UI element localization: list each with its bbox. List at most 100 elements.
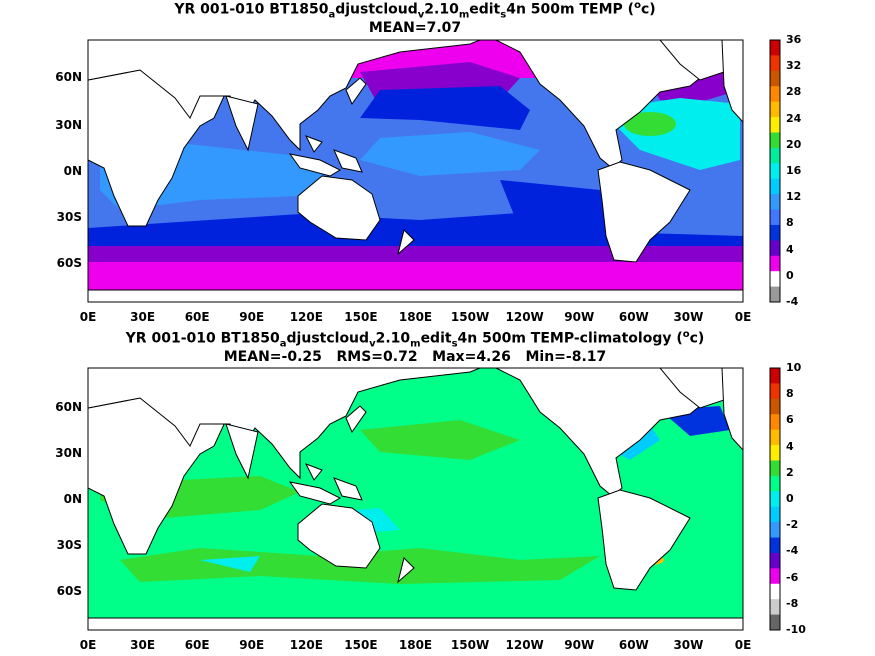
panel2-lon-label: 120W	[505, 638, 544, 652]
colorbar-swatch	[770, 491, 780, 508]
panel1-title-a: YR 001-010 BT1850	[174, 1, 329, 18]
panel1-lon-label: 150W	[450, 310, 490, 324]
colorbar-swatch	[770, 178, 780, 195]
colorbar-swatch	[770, 383, 780, 400]
colorbar-swatch	[770, 224, 780, 241]
panel2-lon-label: 30W	[673, 638, 704, 652]
panel2-title-b: a	[279, 338, 287, 350]
colorbar-tick-label: 0	[786, 268, 794, 282]
colorbar-swatch	[770, 583, 780, 600]
panel1-lon-label: 120E	[289, 310, 323, 324]
colorbar-swatch	[770, 40, 780, 56]
panel1-title-j: o	[634, 0, 641, 11]
colorbar-swatch	[770, 414, 780, 431]
panel2-lon-label: 60W	[618, 638, 649, 652]
panel1-lat-60S: 60S	[56, 256, 82, 270]
colorbar-swatch	[770, 552, 780, 569]
panel2-lon-label: 90E	[239, 638, 265, 652]
panel1-map	[88, 40, 743, 302]
colorbar-swatch	[770, 163, 780, 180]
colorbar-tick-label: 8	[786, 216, 794, 230]
panel2-lon-label: 30E	[130, 638, 156, 652]
colorbar-swatch	[770, 271, 780, 288]
colorbar-swatch	[770, 475, 780, 492]
panel1-lon-label: 60E	[184, 310, 210, 324]
panel2-title-a: YR 001-010 BT1850	[125, 330, 280, 347]
panel1-lon-label: 120W	[505, 310, 544, 324]
colorbar-swatch	[770, 55, 780, 72]
colorbar-tick-label: 12	[786, 190, 802, 204]
panel1-title-d: v	[417, 9, 425, 21]
colorbar-swatch	[770, 368, 780, 384]
panel2-lat-0N: 0N	[63, 492, 82, 506]
colorbar-tick-label: 28	[786, 85, 802, 99]
panel2-lon-label: 120E	[289, 638, 323, 652]
panel1-title-h: s	[500, 9, 507, 21]
colorbar-tick-label: 0	[786, 492, 794, 505]
colorbar-tick-label: 4	[786, 242, 794, 256]
panel1-lon-label: 150E	[344, 310, 378, 324]
colorbar-swatch	[770, 132, 780, 149]
colorbar-tick-label: -4	[786, 544, 799, 558]
colorbar-swatch	[770, 398, 780, 415]
panel1-title-b: a	[328, 9, 336, 21]
colorbar-swatch	[770, 209, 780, 226]
panel1-lon-label: 90W	[564, 310, 595, 324]
panel1-title-e: 2.10	[424, 1, 459, 18]
panel1-title-c: djustcloud	[335, 1, 418, 18]
panel2-lon-label: 0E	[734, 638, 752, 652]
panel2-lon-label: 0E	[79, 638, 97, 652]
colorbar-tick-label: 2	[786, 465, 794, 479]
colorbar-swatch	[770, 445, 780, 461]
colorbar-tick-label: 10	[786, 361, 802, 374]
panel2-colorbar	[769, 367, 781, 631]
colorbar-swatch	[770, 194, 780, 211]
panel1-lon-label: 0E	[79, 310, 97, 324]
colorbar-swatch	[770, 614, 780, 631]
panel1-lon-label: 90E	[239, 310, 265, 324]
colorbar-swatch	[770, 117, 780, 133]
colorbar-tick-label: 32	[786, 59, 802, 73]
colorbar-swatch	[770, 240, 780, 257]
colorbar-tick-label: 4	[786, 439, 794, 453]
panel1-title-g: edit	[469, 1, 501, 18]
panel2-title-e: 2.10	[375, 330, 411, 347]
colorbar-swatch	[770, 86, 780, 103]
panel1-lat-60N: 60N	[55, 70, 82, 84]
colorbar-swatch	[770, 147, 780, 164]
colorbar-tick-label: 8	[786, 387, 794, 401]
panel2-frame	[87, 367, 744, 631]
panel1-stats: MEAN=7.07	[368, 20, 462, 36]
panel1-title-k: c)	[640, 1, 656, 18]
colorbar-tick-label: 6	[786, 413, 794, 427]
panel1-frame	[87, 39, 744, 303]
colorbar-swatch	[770, 537, 780, 554]
panel2-lat-30S: 30S	[56, 538, 82, 552]
colorbar-tick-label: -6	[786, 570, 799, 584]
panel2-lat-60N: 60N	[55, 400, 82, 414]
colorbar-tick-label: -2	[786, 518, 799, 532]
panel2-lon-label: 60E	[184, 638, 210, 652]
panel2-lat-60S: 60S	[56, 584, 82, 598]
colorbar-frame	[769, 39, 781, 303]
colorbar-swatch	[770, 599, 780, 616]
colorbar-swatch	[770, 70, 780, 87]
panel2-lon-label: 180E	[398, 638, 433, 652]
panel2-lat-30N: 30N	[55, 446, 82, 460]
panel1-title-f: m	[458, 9, 470, 21]
panel1-title-i: 4n 500m TEMP (	[506, 1, 635, 18]
colorbar-swatch	[770, 522, 780, 539]
colorbar-tick-label: -10	[786, 623, 806, 636]
panel2-title: YR 001-010 BT1850adjustcloudv2.10medits4…	[0, 326, 830, 353]
panel1-lat-0N: 0N	[63, 164, 82, 178]
panel1-lon-label: 30E	[130, 310, 156, 324]
colorbar-tick-label: -4	[786, 295, 799, 308]
colorbar-swatch	[770, 460, 780, 477]
panel2-title-f: m	[410, 338, 421, 350]
colorbar-swatch	[770, 286, 780, 303]
panel2-title-d: v	[369, 338, 376, 350]
colorbar-swatch	[770, 255, 780, 272]
panel2-map	[88, 368, 743, 630]
panel1-lat-30S: 30S	[56, 210, 82, 224]
